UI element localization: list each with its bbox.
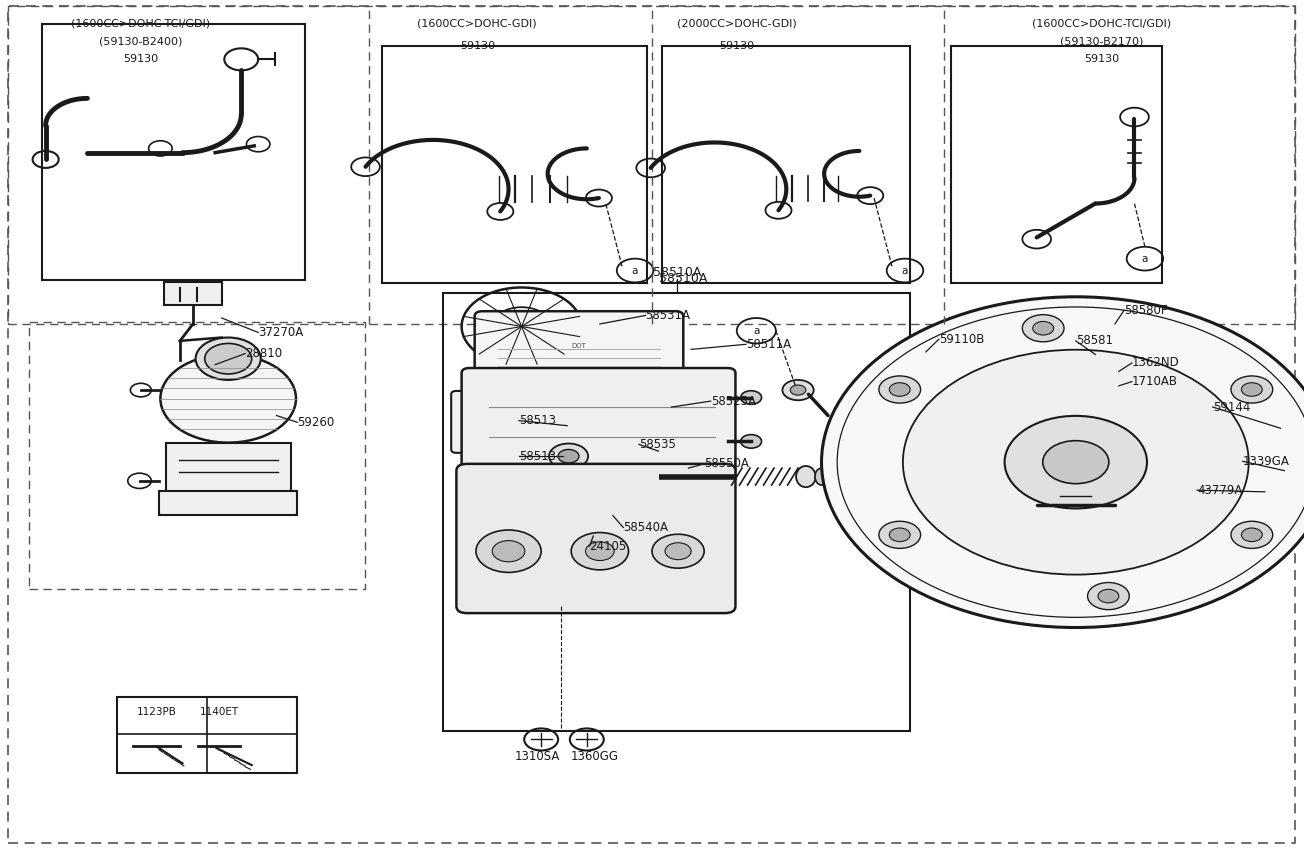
- Text: 1360GG: 1360GG: [571, 750, 619, 763]
- Text: (1600CC>DOHC-GDI): (1600CC>DOHC-GDI): [417, 19, 537, 29]
- Circle shape: [1043, 441, 1108, 483]
- Text: a: a: [754, 326, 759, 336]
- Circle shape: [549, 466, 588, 491]
- Bar: [382, 46, 647, 283]
- Text: 59110B: 59110B: [939, 332, 985, 346]
- Circle shape: [1098, 589, 1119, 603]
- Text: 59130: 59130: [460, 41, 494, 51]
- Text: 58540A: 58540A: [623, 521, 669, 534]
- Text: 1310SA: 1310SA: [515, 750, 561, 763]
- Text: 1140ET: 1140ET: [200, 707, 239, 717]
- Circle shape: [665, 543, 691, 560]
- Text: 24105: 24105: [589, 539, 627, 553]
- Circle shape: [571, 533, 629, 570]
- Text: 58513: 58513: [519, 449, 556, 463]
- Text: 58581: 58581: [1076, 334, 1112, 348]
- Circle shape: [558, 449, 579, 463]
- Bar: [117, 697, 297, 773]
- Text: 59130: 59130: [720, 41, 754, 51]
- Circle shape: [196, 338, 261, 380]
- FancyBboxPatch shape: [451, 391, 498, 453]
- Circle shape: [741, 391, 762, 404]
- FancyBboxPatch shape: [475, 311, 683, 382]
- Circle shape: [1241, 528, 1262, 542]
- Circle shape: [1033, 321, 1054, 335]
- Text: 1339GA: 1339GA: [1243, 455, 1290, 468]
- Text: (1600CC>DOHC-TCI/GDI): (1600CC>DOHC-TCI/GDI): [1033, 19, 1171, 29]
- Text: a: a: [1142, 254, 1148, 264]
- Circle shape: [741, 434, 762, 448]
- Text: a: a: [632, 265, 638, 276]
- Text: 58531A: 58531A: [645, 309, 691, 322]
- FancyBboxPatch shape: [456, 464, 735, 613]
- Circle shape: [822, 297, 1304, 628]
- Circle shape: [879, 522, 921, 549]
- Circle shape: [1231, 522, 1273, 549]
- Text: 59144: 59144: [1213, 400, 1251, 414]
- Circle shape: [476, 530, 541, 572]
- Circle shape: [790, 385, 806, 395]
- Circle shape: [205, 343, 252, 374]
- Circle shape: [1231, 376, 1273, 403]
- Bar: [951, 46, 1162, 283]
- Text: (59130-B2400): (59130-B2400): [99, 36, 183, 47]
- Bar: [443, 293, 910, 731]
- Circle shape: [1088, 583, 1129, 610]
- Circle shape: [585, 542, 614, 561]
- Text: (2000CC>DOHC-GDI): (2000CC>DOHC-GDI): [677, 19, 797, 29]
- Text: 28810: 28810: [245, 347, 282, 360]
- Text: 58510A: 58510A: [659, 271, 707, 285]
- Circle shape: [1022, 315, 1064, 342]
- Bar: [8, 6, 1295, 324]
- Text: 58550A: 58550A: [704, 457, 748, 471]
- Circle shape: [879, 376, 921, 403]
- Circle shape: [1241, 382, 1262, 396]
- Text: 1123PB: 1123PB: [137, 707, 176, 717]
- Text: 59130: 59130: [124, 54, 158, 64]
- Text: 58580F: 58580F: [1124, 304, 1167, 317]
- Text: 58535: 58535: [639, 438, 675, 451]
- Text: 58513: 58513: [519, 414, 556, 427]
- Circle shape: [549, 444, 588, 469]
- Text: DOT: DOT: [571, 343, 587, 349]
- FancyBboxPatch shape: [477, 429, 520, 466]
- Text: 43779A: 43779A: [1197, 483, 1243, 497]
- Circle shape: [160, 354, 296, 443]
- Bar: [159, 491, 297, 515]
- Circle shape: [889, 382, 910, 396]
- Circle shape: [558, 471, 579, 485]
- Text: 1710AB: 1710AB: [1132, 375, 1178, 388]
- Bar: [164, 282, 222, 305]
- Bar: [42, 24, 305, 280]
- Text: 59260: 59260: [297, 416, 335, 429]
- Bar: [662, 46, 910, 283]
- Text: 59130: 59130: [1085, 54, 1119, 64]
- Circle shape: [492, 541, 524, 562]
- Circle shape: [492, 307, 552, 346]
- Circle shape: [782, 380, 814, 400]
- Ellipse shape: [795, 466, 816, 487]
- Circle shape: [889, 528, 910, 542]
- Text: 58511A: 58511A: [746, 338, 792, 351]
- Circle shape: [1004, 416, 1148, 509]
- Text: 58525A: 58525A: [711, 394, 756, 408]
- Text: 37270A: 37270A: [258, 326, 304, 339]
- FancyBboxPatch shape: [462, 368, 735, 476]
- Text: 58510A: 58510A: [652, 266, 702, 279]
- Text: 1362ND: 1362ND: [1132, 356, 1180, 370]
- Circle shape: [652, 534, 704, 568]
- Ellipse shape: [815, 468, 828, 485]
- Text: (1600CC>DOHC-TCI/GDI): (1600CC>DOHC-TCI/GDI): [72, 19, 210, 29]
- Circle shape: [902, 349, 1249, 575]
- Text: a: a: [902, 265, 908, 276]
- Bar: [29, 322, 365, 589]
- Text: (59130-B2170): (59130-B2170): [1060, 36, 1144, 47]
- Bar: [166, 443, 291, 494]
